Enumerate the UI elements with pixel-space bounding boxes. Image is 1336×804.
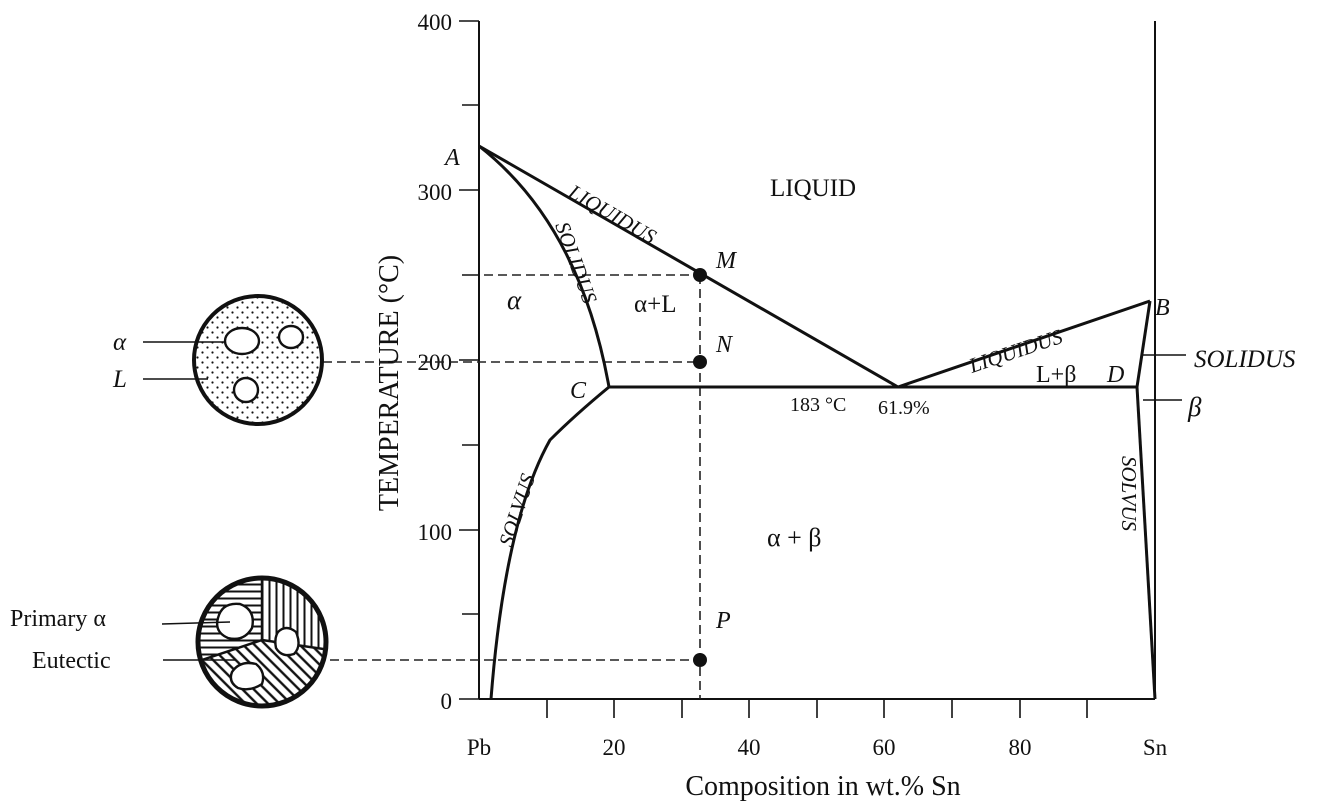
x-tick-pb: Pb	[467, 735, 491, 760]
solidus-left-curve	[478, 144, 611, 388]
x-tick-60: 60	[873, 735, 896, 760]
y-axis-label: TEMPERATURE (°C)	[374, 255, 405, 511]
microstructure-primary-eutectic: Primary α Eutectic	[10, 575, 329, 709]
micro-bottom-primary-label: Primary α	[10, 606, 106, 632]
side-label-solidus: SOLIDUS	[1194, 346, 1296, 373]
y-tick-0: 0	[441, 689, 453, 714]
label-c: C	[570, 378, 587, 404]
x-tick-20: 20	[603, 735, 626, 760]
label-d: D	[1106, 362, 1124, 388]
label-n: N	[715, 332, 734, 358]
side-label-beta: β	[1187, 392, 1202, 422]
solvus-left-curve	[489, 385, 610, 700]
x-tick-80: 80	[1009, 735, 1032, 760]
solidus-right-curve	[1135, 300, 1152, 388]
point-m-marker	[693, 268, 707, 282]
micro-top-liquid-label: L	[112, 366, 127, 393]
label-p: P	[715, 608, 731, 634]
label-a: A	[443, 145, 460, 171]
axes-frame	[478, 21, 1156, 700]
micro-bottom-eutectic-label: Eutectic	[32, 648, 111, 674]
point-n-marker	[693, 355, 707, 369]
curve-label-solvus-left: SOLVUS	[494, 470, 540, 549]
x-tick-40: 40	[738, 735, 761, 760]
state-points	[693, 268, 707, 667]
x-axis-label: Composition in wt.% Sn	[685, 771, 960, 802]
microstructure-alpha-liquid: α L	[112, 294, 324, 426]
eutectic-composition: 61.9%	[878, 397, 930, 419]
phase-boundaries	[478, 144, 1157, 700]
y-ticks	[459, 20, 479, 700]
label-b: B	[1155, 295, 1170, 321]
region-alpha-l: α+L	[634, 291, 676, 318]
liquidus-left-curve	[478, 144, 899, 389]
region-alpha: α	[507, 285, 522, 315]
y-tick-100: 100	[418, 520, 453, 545]
y-tick-labels: 400 300 200 100 0	[418, 10, 453, 714]
y-tick-400: 400	[418, 10, 453, 35]
x-tick-labels: Pb 20 40 60 80 Sn	[467, 735, 1168, 760]
curve-label-solvus-right: SOLVUS	[1117, 456, 1141, 532]
micro-top-alpha-label: α	[113, 329, 127, 356]
label-m: M	[715, 248, 738, 274]
guide-lines	[323, 274, 701, 699]
curve-label-solidus-left: SOLIDUS	[550, 219, 602, 308]
region-l-beta: L+β	[1036, 362, 1076, 388]
y-tick-300: 300	[418, 180, 453, 205]
eutectic-temperature: 183 °C	[790, 394, 846, 416]
region-alpha-beta: α + β	[767, 523, 822, 552]
liquidus-right-curve	[897, 299, 1151, 389]
x-tick-sn: Sn	[1143, 735, 1168, 760]
region-liquid: LIQUID	[770, 175, 856, 202]
point-p-marker	[693, 653, 707, 667]
solvus-right-curve	[1135, 386, 1157, 700]
x-ticks	[546, 699, 1088, 718]
